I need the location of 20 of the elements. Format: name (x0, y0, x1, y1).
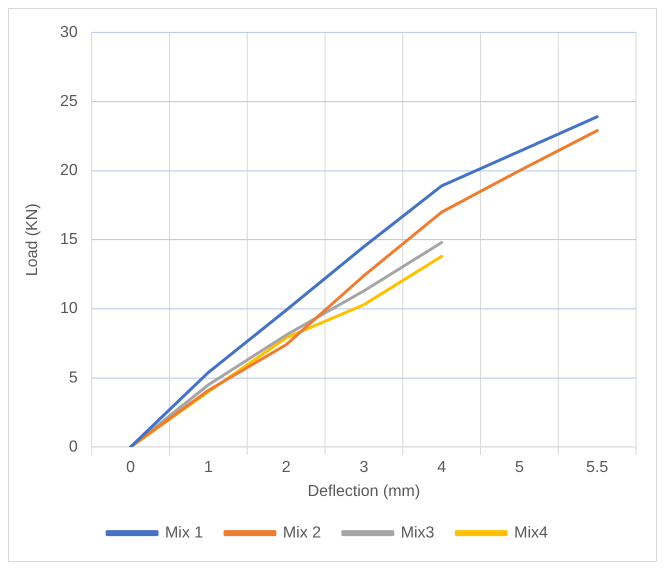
x-tick-label: 5 (514, 458, 524, 476)
y-tick-label: 30 (60, 24, 78, 41)
y-tick-label: 0 (68, 438, 78, 456)
legend-label: Mix4 (514, 524, 548, 542)
y-tick-label: 5 (68, 369, 78, 386)
x-tick-label: 3 (359, 458, 368, 476)
x-tick-label: 1 (204, 458, 213, 476)
y-axis-title: Load (KN) (24, 203, 41, 276)
legend-label: Mix 2 (282, 524, 322, 542)
x-tick-label: 5.5 (586, 458, 608, 476)
x-tick-label: 4 (437, 458, 446, 476)
x-tick-label: 2 (282, 458, 291, 476)
y-tick-label: 25 (60, 92, 78, 110)
y-tick-label: 15 (60, 231, 78, 248)
y-tick-label: 10 (60, 300, 78, 318)
x-tick-label: 0 (126, 458, 136, 476)
legend-label: Mix3 (400, 524, 435, 542)
legend-label: Mix 1 (165, 524, 204, 542)
y-tick-label: 20 (60, 162, 78, 180)
x-axis-title: Deflection (mm) (308, 483, 420, 500)
